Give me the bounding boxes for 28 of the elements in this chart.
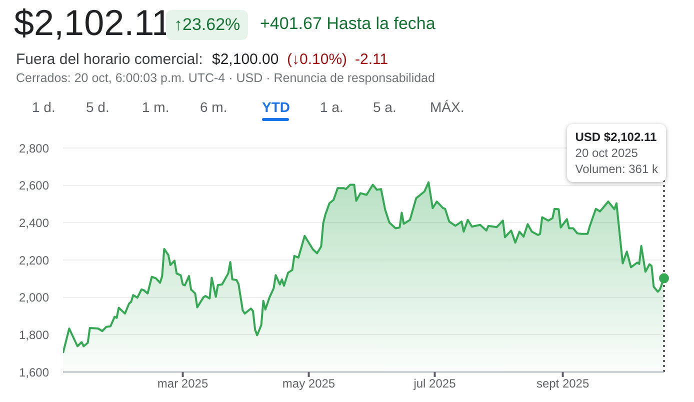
y-tick-label: 2,600 [18,178,50,193]
text: YTD [262,99,290,115]
y-tick-label: 1,600 [18,365,50,380]
y-tick-label: 2,400 [18,216,50,230]
x-tick-label: jul 2025 [412,376,456,391]
text: $2,100.00 [212,51,279,68]
text: MÁX. [430,99,464,115]
text: Cerrados: 20 oct, 6:00:03 p.m. UTC-4 · USD · Renuncia de responsabilidad [16,71,435,85]
text: 6 m. [200,99,228,115]
y-tick-label: 2,800 [18,141,50,156]
y-tick-label: 1,800 [18,328,50,342]
x-tick-label: may 2025 [282,376,336,391]
text: -2.11 [355,51,388,68]
x-tick-label: sept 2025 [536,376,590,391]
text: 1 m. [142,99,170,115]
chart-title: $2,102.11 [14,2,172,44]
text: 1 d. [32,99,56,115]
x-tick-label: mar 2025 [157,376,208,391]
text: 5 a. [373,99,396,115]
y-tick-label: 2,200 [18,253,50,268]
y-tick-label: 2,000 [18,290,50,305]
text: +401.67 Hasta la fecha [260,14,436,34]
annotation: USD $2,102.11 20 oct 2025 Volumen: 361 k [575,129,658,177]
text: Fuera del horario comercial: [16,51,203,68]
text: 1 a. [320,99,344,115]
text: (↓0.10%) [287,51,348,68]
text: ↑23.62% [174,15,240,34]
text: 5 d. [86,99,110,115]
